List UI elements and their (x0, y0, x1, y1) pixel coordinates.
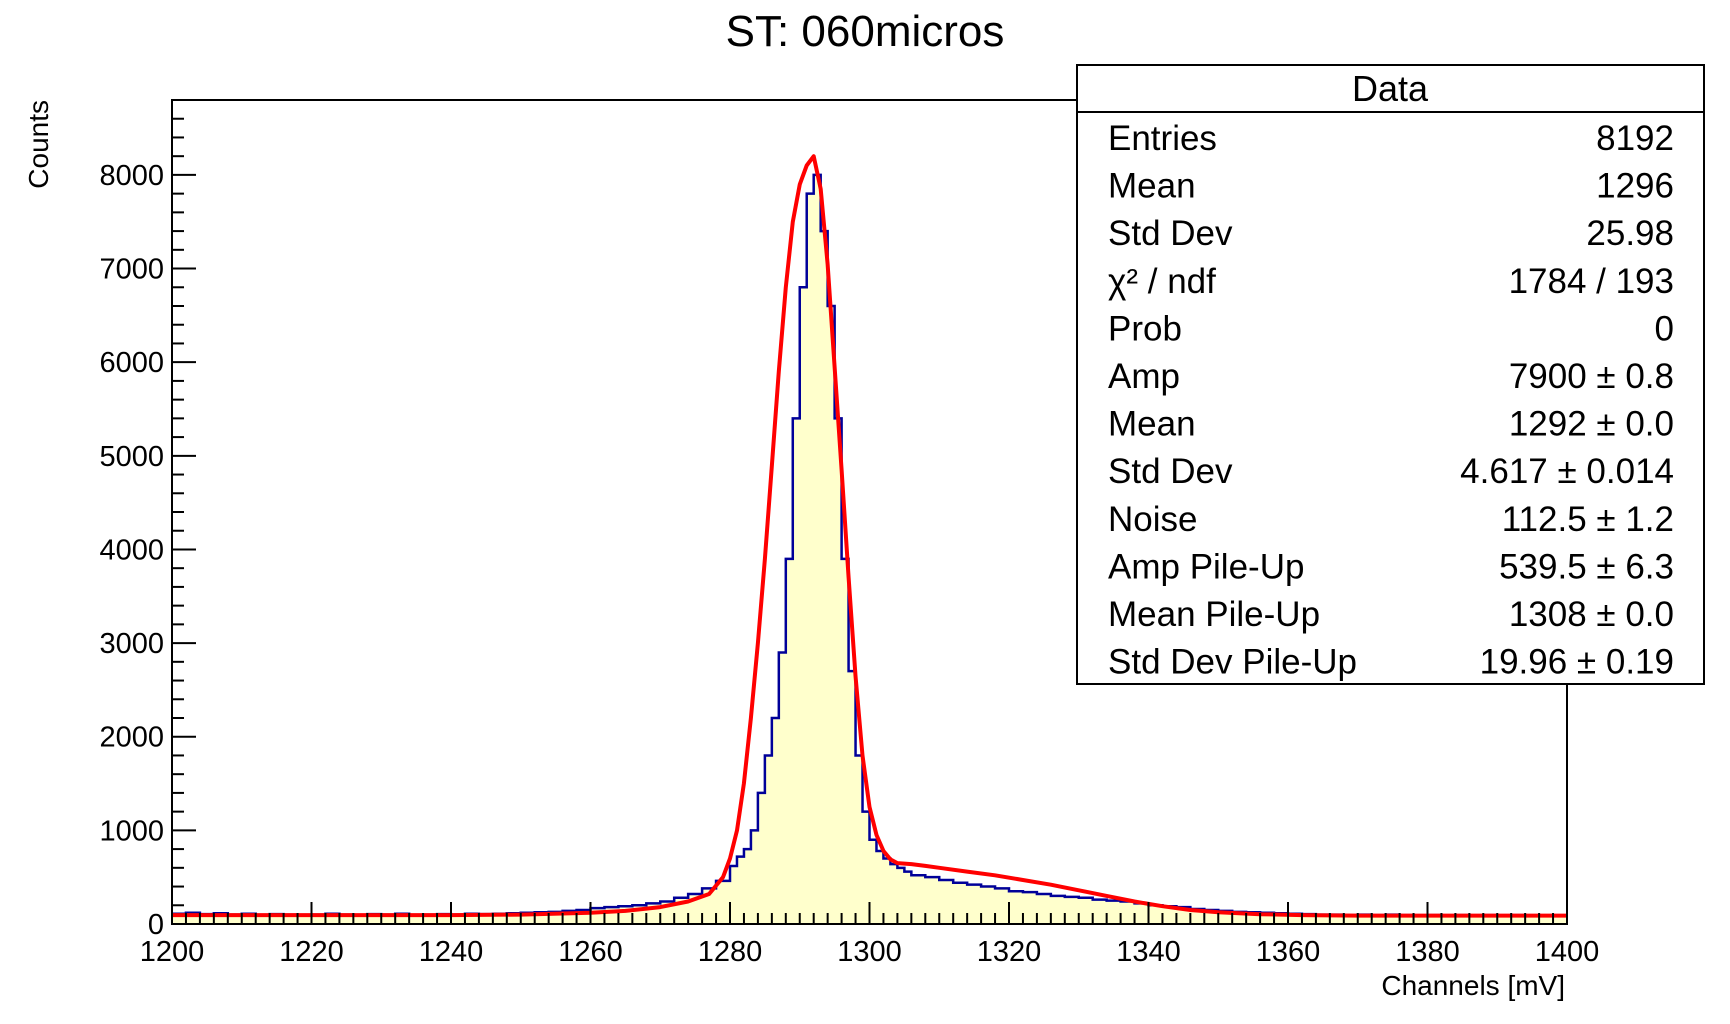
stats-row: Std Dev Pile-Up 19.96 ± 0.19 (1108, 643, 1674, 682)
stats-row-label: Mean (1108, 167, 1196, 206)
stats-row-value: 1784 / 193 (1509, 262, 1674, 301)
stats-row-value: 0 (1655, 309, 1674, 348)
stats-row: Std Dev 25.98 (1108, 214, 1674, 253)
stats-row-value: 1308 ± 0.0 (1509, 595, 1674, 634)
stats-row-label: Amp Pile-Up (1108, 547, 1304, 586)
stats-rows: Entries 8192 Mean 1296 Std Dev 25.98 χ² / ndf 1… (1108, 119, 1674, 682)
plot-area: 1200 1220 1240 1260 1280 1300 1320 1340 1360 1380… (99, 99, 1600, 968)
x-tick-label: 1340 (1116, 936, 1181, 968)
stats-row-value: 112.5 ± 1.2 (1502, 500, 1674, 539)
stats-box-title: Data (1352, 68, 1429, 109)
stats-row-value: 539.5 ± 6.3 (1499, 547, 1674, 586)
x-tick-label: 1200 (140, 936, 205, 968)
stats-row: Amp 7900 ± 0.8 (1108, 357, 1674, 396)
y-tick-label: 4000 (99, 534, 164, 566)
stats-box: Data Entries 8192 Mean 1296 Std Dev 25.98 χ² /… (1076, 64, 1705, 685)
stats-row-label: Noise (1108, 500, 1197, 539)
x-tick-label: 1220 (279, 936, 344, 968)
stats-row-value: 8192 (1596, 119, 1674, 158)
fit-curve (172, 154, 1567, 918)
stats-row-label: Amp (1108, 357, 1180, 396)
stats-box-frame (1076, 64, 1705, 685)
x-tick-label: 1240 (419, 936, 484, 968)
stats-row-value: 1292 ± 0.0 (1509, 405, 1674, 444)
stats-row: Prob 0 (1108, 309, 1674, 348)
stats-row: Mean 1292 ± 0.0 (1108, 405, 1674, 444)
x-tick-label: 1320 (977, 936, 1042, 968)
stats-row-value: 4.617 ± 0.014 (1460, 452, 1674, 491)
stats-row-value: 25.98 (1586, 214, 1674, 253)
stats-row-value: 7900 ± 0.8 (1509, 357, 1674, 396)
x-tick-label: 1360 (1256, 936, 1321, 968)
y-tick-label: 6000 (99, 347, 164, 379)
stats-row: χ² / ndf 1784 / 193 (1108, 262, 1674, 301)
stats-row-value: 1296 (1596, 167, 1674, 206)
x-tick-label: 1280 (698, 936, 763, 968)
x-axis-label: Channels [mV] (1381, 970, 1565, 1001)
stats-row-label: Mean Pile-Up (1108, 595, 1320, 634)
stats-row: Amp Pile-Up 539.5 ± 6.3 (1108, 547, 1674, 586)
x-tick-label: 1300 (837, 936, 902, 968)
x-tick-label: 1400 (1535, 936, 1600, 968)
stats-row-label: Std Dev (1108, 214, 1233, 253)
y-tick-label: 8000 (99, 160, 164, 192)
y-tick-label: 3000 (99, 628, 164, 660)
fit-curve-layer (172, 154, 1567, 918)
stats-row-label: Entries (1108, 119, 1217, 158)
stats-row-label: χ² / ndf (1108, 262, 1216, 301)
y-tick-label: 2000 (99, 722, 164, 754)
stats-row-label: Prob (1108, 309, 1182, 348)
y-tick-label: 1000 (99, 815, 164, 847)
stats-row-value: 19.96 ± 0.19 (1480, 643, 1674, 682)
stats-row: Std Dev 4.617 ± 0.014 (1108, 452, 1674, 491)
stats-row: Entries 8192 (1108, 119, 1674, 158)
chart-title: ST: 060micros (726, 7, 1005, 56)
axes: 1200 1220 1240 1260 1280 1300 1320 1340 1360 1380… (99, 99, 1600, 968)
stats-row-label: Std Dev (1108, 452, 1233, 491)
stats-row-label: Std Dev Pile-Up (1108, 643, 1357, 682)
stats-row: Mean Pile-Up 1308 ± 0.0 (1108, 595, 1674, 634)
y-tick-label: 0 (148, 909, 164, 941)
stats-row-label: Mean (1108, 405, 1196, 444)
y-tick-label: 5000 (99, 441, 164, 473)
stats-row: Mean 1296 (1108, 167, 1674, 206)
y-tick-label: 7000 (99, 254, 164, 286)
stats-row: Noise 112.5 ± 1.2 (1108, 500, 1674, 539)
x-tick-label: 1260 (558, 936, 623, 968)
y-axis-label: Counts (23, 100, 54, 189)
x-tick-label: 1380 (1395, 936, 1460, 968)
